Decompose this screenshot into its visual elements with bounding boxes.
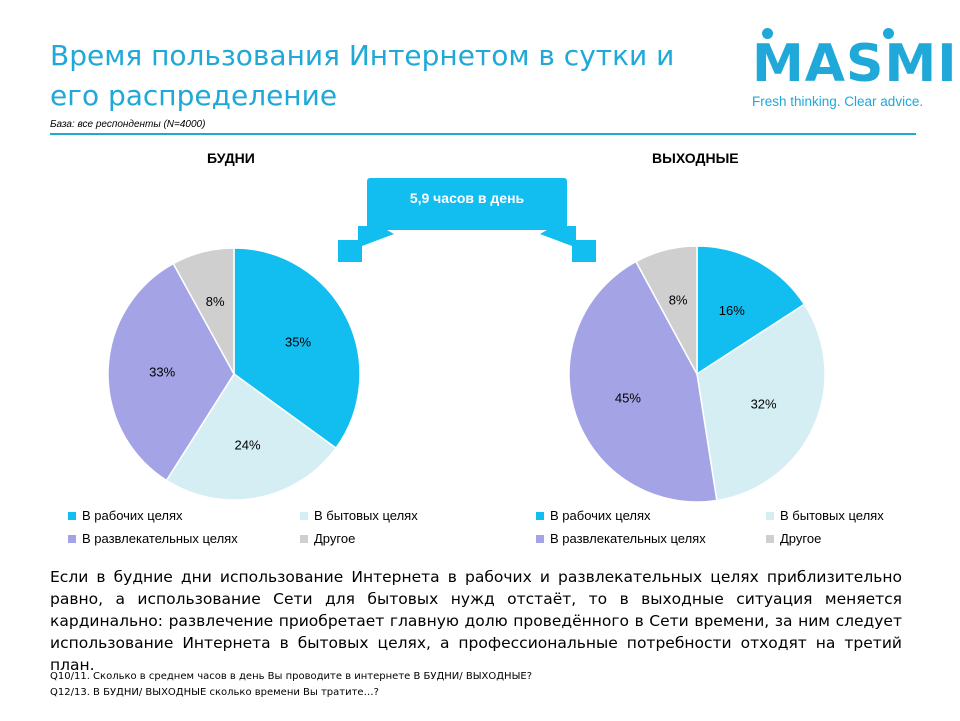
title-divider bbox=[50, 133, 916, 135]
legend-label: В рабочих целях bbox=[82, 508, 183, 523]
summary-paragraph: Если в будние дни использование Интернет… bbox=[50, 568, 902, 674]
legend-label: В бытовых целях bbox=[780, 508, 884, 523]
legend-swatch bbox=[536, 534, 544, 543]
legend-weekdays-household: В бытовых целях bbox=[300, 508, 418, 523]
banner-label: 5,9 часов в день bbox=[409, 190, 525, 206]
logo-wordmark: MASMI bbox=[752, 34, 958, 94]
legend-weekends-other: Другое bbox=[766, 531, 821, 546]
legend-swatch bbox=[300, 534, 308, 543]
slice-household bbox=[165, 372, 337, 501]
legend-label: Другое bbox=[314, 531, 356, 546]
slice-label: 8% bbox=[669, 293, 688, 308]
slice-label: 33% bbox=[149, 365, 175, 380]
legend-weekends-work: В рабочих целях bbox=[536, 508, 651, 523]
legend-weekdays-entertainment: В развлекательных целях bbox=[68, 531, 238, 546]
legend-label: В развлекательных целях bbox=[550, 531, 706, 546]
base-note: База: все респонденты (N=4000) bbox=[50, 119, 206, 130]
footnote-q10: Q10/11. Сколько в среднем часов в день В… bbox=[50, 671, 533, 682]
slice-other bbox=[634, 245, 698, 375]
banner-callout bbox=[338, 178, 596, 262]
banner-arrow-right bbox=[540, 226, 596, 262]
legend-swatch bbox=[68, 534, 76, 543]
charts-canvas: 35% 24% 33% 8% 16% 32% 45% 8% bbox=[107, 178, 826, 503]
legend-label: В рабочих целях bbox=[550, 508, 651, 523]
logo-dot-left bbox=[762, 28, 773, 39]
slice-other bbox=[172, 247, 235, 375]
legend-swatch bbox=[68, 511, 76, 520]
legend-label: В бытовых целях bbox=[314, 508, 418, 523]
slice-label: 24% bbox=[234, 438, 260, 453]
legend-swatch bbox=[300, 511, 308, 520]
banner-arrow-left bbox=[338, 226, 394, 262]
pie-weekends: 16% 32% 45% 8% bbox=[568, 245, 826, 503]
slice-work bbox=[696, 245, 806, 376]
slice-entertainment bbox=[568, 260, 718, 503]
legend-label: Другое bbox=[780, 531, 822, 546]
banner-box bbox=[367, 178, 567, 230]
slice-label: 45% bbox=[615, 390, 641, 405]
footnote-q12: Q12/13. В БУДНИ/ ВЫХОДНЫЕ сколько времен… bbox=[50, 687, 379, 698]
slice-work bbox=[233, 247, 361, 450]
legend-weekends-entertainment: В развлекательных целях bbox=[536, 531, 706, 546]
slice-label: 16% bbox=[719, 303, 745, 318]
page-title: Время пользования Интернетом в сутки и е… bbox=[50, 39, 675, 112]
legend-swatch bbox=[766, 534, 774, 543]
legend-weekdays-work: В рабочих целях bbox=[68, 508, 183, 523]
legend-weekdays-other: Другое bbox=[300, 531, 355, 546]
pie-weekdays: 35% 24% 33% 8% bbox=[107, 247, 361, 501]
chart-title-weekends: ВЫХОДНЫЕ bbox=[652, 150, 739, 166]
legend-weekends-household: В бытовых целях bbox=[766, 508, 884, 523]
logo-tagline: Fresh thinking. Clear advice. bbox=[752, 94, 924, 109]
legend-swatch bbox=[766, 511, 774, 520]
slice-label: 8% bbox=[206, 294, 225, 309]
slice-label: 35% bbox=[285, 334, 311, 349]
slice-household bbox=[696, 303, 826, 502]
logo-dot-right bbox=[883, 28, 894, 39]
legend-swatch bbox=[536, 511, 544, 520]
slice-label: 32% bbox=[751, 397, 777, 412]
masmi-logo: MASMI Fresh thinking. Clear advice. bbox=[752, 28, 957, 118]
legend-label: В развлекательных целях bbox=[82, 531, 238, 546]
chart-title-weekdays: БУДНИ bbox=[207, 150, 255, 166]
